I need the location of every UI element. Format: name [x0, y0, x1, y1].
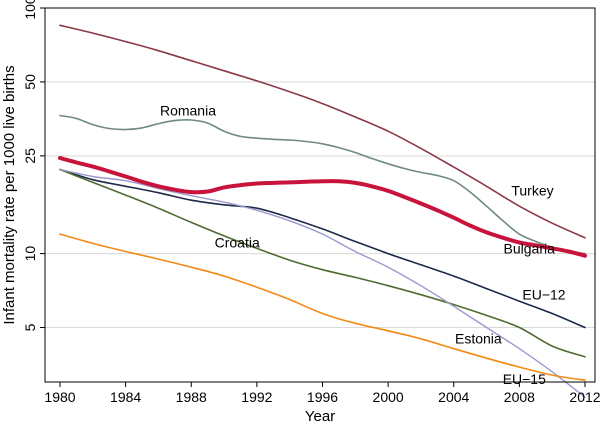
y-axis: 5 10 25 50 100: [22, 0, 45, 331]
series-label-0: Romania: [160, 102, 216, 118]
series-line-turkey: [59, 24, 586, 239]
y-tick-label-5: 5: [22, 323, 38, 331]
x-axis: 1980 1984 1988 1992 1996 2000 2004 2008 2012: [44, 382, 600, 405]
series-label-6: EU−15: [503, 371, 546, 387]
y-tick-label-25: 25: [22, 148, 38, 164]
x-tick-label-1992: 1992: [241, 389, 272, 405]
series-lines: [58, 24, 587, 398]
y-tick-label-100: 100: [22, 0, 38, 20]
series-line-croatia: [59, 168, 586, 358]
x-tick-label-2000: 2000: [373, 389, 404, 405]
x-tick-label-2012: 2012: [569, 389, 600, 405]
series-label-2: Bulgaria: [504, 241, 556, 257]
series-label-4: EU−12: [522, 287, 565, 303]
series-label-5: Estonia: [455, 331, 502, 347]
x-tick-label-1988: 1988: [176, 389, 207, 405]
x-tick-label-1980: 1980: [44, 389, 75, 405]
x-tick-label-1996: 1996: [307, 389, 338, 405]
series-line-bulgaria: [58, 156, 587, 258]
series-line-eu-15: [59, 233, 586, 381]
gridlines: [45, 7, 595, 329]
x-axis-label: Year: [305, 408, 335, 425]
x-tick-label-1984: 1984: [110, 389, 141, 405]
series-line-estonia: [59, 168, 586, 398]
x-tick-label-2004: 2004: [438, 389, 469, 405]
plot-frame: [44, 7, 596, 383]
series-labels: Romania Turkey Bulgaria Croatia EU−12 Estonia…: [160, 102, 566, 386]
series-label-3: Croatia: [215, 234, 260, 250]
y-axis-label: Infant mortality rate per 1000 live birt…: [1, 65, 18, 324]
y-tick-label-50: 50: [22, 74, 38, 90]
series-line-romania: [59, 114, 586, 255]
x-tick-label-2008: 2008: [504, 389, 535, 405]
y-tick-label-10: 10: [22, 246, 38, 262]
series-line-eu-12: [59, 168, 586, 329]
series-label-1: Turkey: [511, 183, 553, 199]
